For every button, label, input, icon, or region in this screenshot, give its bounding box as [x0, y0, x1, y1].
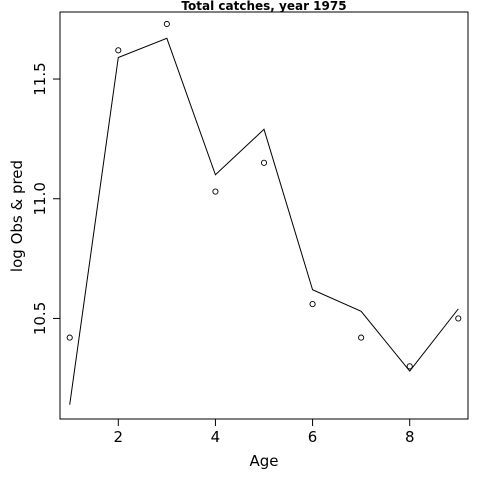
observed-point — [406, 363, 413, 370]
y-axis: 10.5 11.0 11.5 — [31, 62, 61, 335]
y-tick-label: 10.5 — [31, 302, 49, 335]
plot-frame — [59, 11, 469, 420]
x-tick-label: 2 — [114, 428, 124, 446]
observed-point — [260, 159, 268, 166]
predicted-line — [69, 37, 459, 405]
observed-point — [358, 334, 365, 341]
y-tick-label: 11.0 — [31, 182, 49, 215]
x-tick-label: 8 — [405, 428, 415, 446]
y-axis-label: log Obs & pred — [8, 160, 26, 272]
observed-point — [66, 334, 73, 341]
chart-title: Total catches, year 1975 — [181, 0, 346, 13]
x-axis-label: Age — [249, 452, 278, 470]
x-tick-label: 6 — [308, 428, 318, 446]
observed-point — [309, 301, 316, 308]
observed-point — [455, 315, 462, 322]
observed-point — [163, 20, 170, 28]
series-line-group — [69, 37, 459, 405]
x-tick-label: 4 — [211, 428, 221, 446]
observed-point — [115, 47, 122, 54]
y-tick-label: 11.5 — [31, 62, 49, 95]
x-axis: 2 4 6 8 — [114, 418, 415, 446]
observed-point — [212, 188, 219, 195]
series-points-group — [66, 20, 462, 370]
